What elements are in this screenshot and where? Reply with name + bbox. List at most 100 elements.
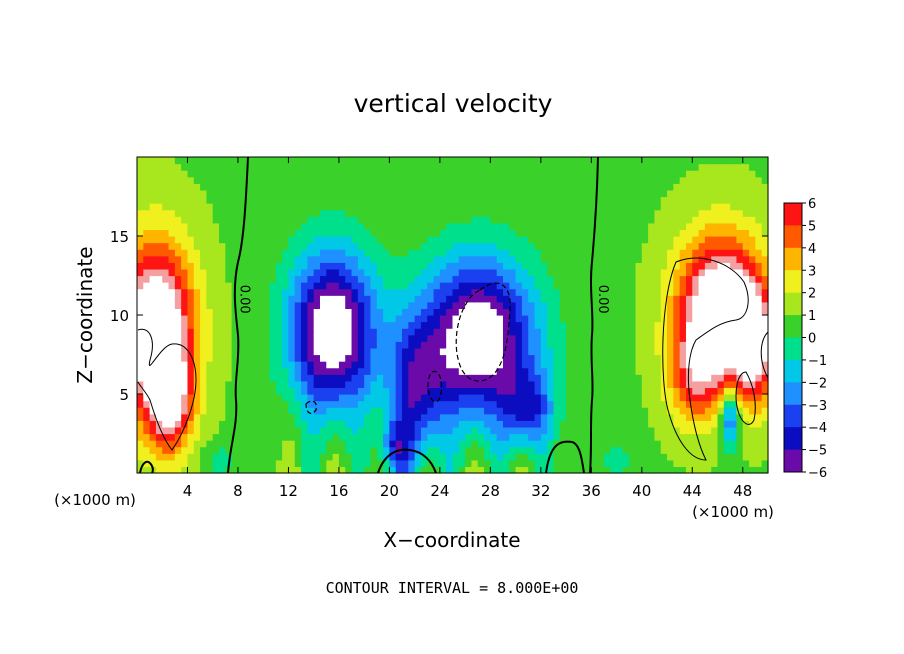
field-cell [427, 361, 435, 369]
field-cell [736, 321, 744, 329]
field-cell [155, 189, 163, 198]
field-cell [698, 255, 706, 263]
field-cell [263, 361, 271, 369]
field-cell [383, 170, 390, 178]
field-cell [704, 183, 712, 191]
field-cell [749, 216, 756, 224]
field-cell [502, 308, 510, 316]
field-cell [458, 354, 466, 362]
field-cell [263, 295, 271, 303]
field-cell [610, 229, 618, 237]
field-cell [610, 262, 618, 270]
field-cell [540, 222, 548, 231]
field-cell [578, 347, 586, 356]
field-cell [660, 268, 668, 277]
field-cell [338, 380, 346, 389]
field-cell [484, 196, 491, 204]
field-cell [212, 420, 220, 428]
field-cell [490, 387, 498, 395]
field-cell [515, 288, 523, 296]
field-cell [452, 321, 460, 329]
field-cell [149, 440, 157, 448]
field-cell [603, 209, 611, 217]
field-cell [540, 394, 548, 402]
field-cell [433, 394, 441, 402]
field-cell [484, 400, 491, 408]
field-cell [389, 255, 397, 263]
field-cell [301, 183, 308, 191]
field-cell [345, 374, 353, 382]
field-cell [225, 407, 233, 415]
field-cell [711, 262, 719, 270]
field-cell [603, 236, 611, 244]
field-cell [155, 380, 163, 389]
field-cell [566, 440, 573, 448]
field-cell [641, 433, 649, 441]
field-cell [629, 170, 637, 178]
field-cell [566, 380, 573, 389]
field-cell [332, 301, 340, 310]
field-cell [641, 459, 649, 468]
field-cell [521, 400, 529, 408]
field-cell [484, 374, 491, 382]
field-cell [370, 163, 378, 171]
field-cell [212, 380, 220, 389]
field-cell [439, 170, 447, 178]
field-cell [319, 196, 327, 204]
field-cell [313, 387, 321, 395]
field-cell [673, 400, 681, 408]
field-cell [376, 163, 384, 171]
field-cell [597, 426, 605, 435]
field-cell [370, 268, 378, 277]
field-cell [578, 249, 586, 257]
field-cell [509, 216, 517, 224]
field-cell [225, 315, 233, 323]
field-cell [345, 216, 353, 224]
field-cell [237, 255, 245, 263]
field-cell [685, 308, 693, 316]
field-cell [174, 315, 182, 323]
field-cell [591, 459, 599, 468]
field-cell [667, 315, 674, 323]
field-cell [200, 420, 208, 428]
field-cell [408, 420, 416, 428]
field-cell [439, 407, 447, 415]
field-cell [187, 203, 195, 211]
field-cell [137, 236, 144, 244]
field-cell [585, 328, 592, 336]
field-cell [679, 459, 687, 468]
field-cell [452, 262, 460, 270]
field-cell [723, 374, 731, 382]
field-cell [717, 242, 725, 250]
field-cell [162, 196, 170, 204]
field-cell [244, 433, 252, 441]
field-cell [540, 426, 548, 435]
field-cell [711, 255, 719, 263]
field-cell [559, 426, 567, 435]
field-cell [471, 321, 479, 329]
field-cell [578, 183, 586, 191]
field-cell [275, 157, 283, 165]
field-cell [496, 157, 504, 165]
field-cell [370, 183, 378, 191]
field-cell [673, 361, 681, 369]
field-cell [496, 367, 504, 375]
field-cell [736, 236, 744, 244]
field-cell [547, 374, 555, 382]
field-cell [137, 400, 144, 408]
field-cell [610, 222, 618, 231]
field-cell [237, 380, 245, 389]
field-cell [319, 367, 327, 375]
field-cell [490, 380, 498, 389]
field-cell [155, 255, 163, 263]
field-cell [502, 361, 510, 369]
field-cell [137, 341, 144, 349]
field-cell [496, 282, 504, 290]
field-cell [446, 255, 454, 263]
field-cell [225, 387, 233, 395]
field-cell [528, 222, 536, 231]
field-cell [237, 446, 245, 454]
field-cell [477, 420, 485, 428]
field-cell [181, 341, 189, 349]
field-cell [149, 189, 157, 198]
